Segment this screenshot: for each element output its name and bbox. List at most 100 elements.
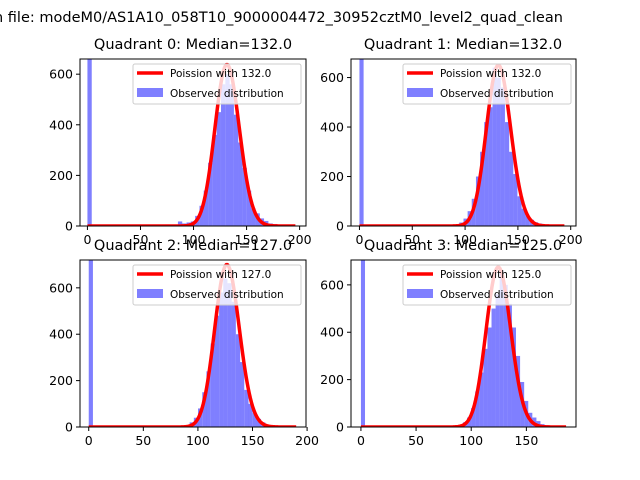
quadrant-2-xtick-label-100: 100 bbox=[186, 433, 210, 448]
quadrant-0-bar-11 bbox=[212, 134, 217, 226]
quadrant-3-bar-6 bbox=[479, 372, 484, 427]
quadrant-3-xtick-label-100: 100 bbox=[459, 433, 483, 448]
quadrant-1-legend-hist-label: Observed distribution bbox=[440, 88, 554, 100]
quadrant-1-poisson-line bbox=[358, 63, 566, 226]
quadrant-2-legend-poisson-label: Poission with 127.0 bbox=[170, 269, 271, 281]
quadrant-3-bar-11 bbox=[499, 270, 504, 427]
quadrant-2-axes: 0 50 100 150 200 0 200 400 600 bbox=[49, 259, 319, 448]
quadrant-1-bar-13 bbox=[505, 122, 510, 226]
quadrant-1-bar-16 bbox=[517, 196, 522, 226]
quadrant-2-bar-8 bbox=[210, 343, 215, 427]
quadrant-1-xtick-label-100: 100 bbox=[453, 232, 477, 247]
quadrant-2-ytick-label-400: 400 bbox=[49, 327, 73, 342]
quadrant-1-ytick-label-200: 200 bbox=[320, 169, 344, 184]
quadrant-3-legend-box bbox=[402, 264, 572, 306]
quadrant-1-xtick-label-0: 0 bbox=[355, 232, 363, 247]
quadrant-0-poisson-curve bbox=[86, 62, 297, 226]
quadrant-2-ytick-label-0: 0 bbox=[65, 420, 73, 435]
quadrant-2-xtick-label-0: 0 bbox=[85, 433, 93, 448]
quadrant-2-axes-frame bbox=[79, 259, 307, 428]
quadrant-1-bar-14 bbox=[509, 151, 514, 226]
quadrant-2-bar-7 bbox=[206, 371, 211, 427]
quadrant-0-xtick-label-0: 0 bbox=[83, 232, 91, 247]
quadrant-0-xtick-label-100: 100 bbox=[182, 232, 206, 247]
quadrant-2-bar-6 bbox=[202, 392, 207, 427]
quadrant-1-ytick-label-400: 400 bbox=[320, 120, 344, 135]
quadrant-3-bar-15 bbox=[516, 355, 521, 427]
quadrant-3-bar-9 bbox=[491, 308, 496, 427]
quadrant-0-ytick-label-200: 200 bbox=[49, 168, 73, 183]
quadrant-2-legend: Poission with 127.0 Observed distributio… bbox=[132, 264, 302, 306]
quadrant-0-ytick-label-0: 0 bbox=[65, 219, 73, 234]
quadrant-0-legend-hist-label: Observed distribution bbox=[170, 88, 284, 100]
quadrant-1-xtick-label-200: 200 bbox=[559, 232, 583, 247]
quadrant-2-legend-hist-label: Observed distribution bbox=[170, 289, 284, 301]
quadrant-0-ytick-label-600: 600 bbox=[49, 67, 73, 82]
quadrant-2-xtick-label-150: 150 bbox=[241, 433, 265, 448]
quadrant-1-legend-poisson-label: Poission with 132.0 bbox=[440, 68, 541, 80]
quadrant-2-bar-17 bbox=[248, 403, 253, 427]
quadrant-1-poisson-curve bbox=[358, 63, 566, 226]
quadrant-0-xtick-label-50: 50 bbox=[133, 232, 149, 247]
quadrant-2-bars bbox=[88, 260, 287, 427]
quadrant-1-bar-0 bbox=[359, 59, 364, 226]
quadrant-3-ytick-label-600: 600 bbox=[320, 277, 344, 292]
quadrant-0-legend-poisson-label: Poission with 132.0 bbox=[170, 68, 271, 80]
quadrant-3-xtick-label-0: 0 bbox=[357, 433, 365, 448]
quadrant-0-bar-19 bbox=[246, 190, 252, 226]
quadrant-2-title: Quadrant 2: Median=127.0 bbox=[94, 238, 292, 254]
quadrant-0-axes: 0 50 100 150 200 0 200 400 600 bbox=[49, 58, 312, 247]
quadrant-3-panel: Quadrant 3: Median=125.0 0 50 100 150 0 200 40… bbox=[320, 238, 577, 448]
quadrant-0-panel: Quadrant 0: Median=132.0 0 50 100 150 200 0 20… bbox=[49, 37, 311, 247]
quadrant-3-bar-0 bbox=[360, 260, 366, 427]
quadrant-3-legend-poisson-label: Poission with 125.0 bbox=[440, 269, 541, 281]
quadrant-1-legend-hist-swatch bbox=[407, 88, 433, 97]
quadrant-2-bar-11 bbox=[223, 278, 228, 427]
quadrant-3-xtick-label-150: 150 bbox=[514, 433, 538, 448]
quadrant-0-bar-15 bbox=[229, 84, 234, 226]
quadrant-1-ytick-label-0: 0 bbox=[336, 219, 344, 234]
quadrant-1-legend: Poission with 132.0 Observed distributio… bbox=[402, 63, 572, 105]
quadrant-1-bar-12 bbox=[500, 87, 505, 226]
quadrant-0-bar-16 bbox=[233, 114, 239, 226]
quadrant-1-xtick-label-50: 50 bbox=[404, 232, 420, 247]
quadrant-1-bar-10 bbox=[492, 67, 497, 226]
quadrant-1-panel: Quadrant 1: Median=132.0 0 50 100 150 200 0 20… bbox=[320, 37, 583, 247]
quadrant-0-xtick-label-150: 150 bbox=[235, 232, 259, 247]
quadrant-0-bar-18 bbox=[242, 167, 247, 226]
quadrant-0-bar-13 bbox=[221, 84, 226, 226]
quadrant-2-ytick-label-200: 200 bbox=[49, 373, 73, 388]
figure-suptitle: n file: modeM0/AS1A10_058T10_9000004472_… bbox=[0, 10, 563, 26]
quadrant-3-poisson-line bbox=[360, 265, 567, 427]
quadrant-2-bar-19 bbox=[256, 418, 262, 427]
quadrant-1-axes: 0 50 100 150 200 0 200 400 600 bbox=[320, 58, 583, 247]
quadrant-1-ytick-label-600: 600 bbox=[320, 70, 344, 85]
quadrant-2-xtick-label-50: 50 bbox=[135, 433, 151, 448]
quadrant-3-legend-hist-swatch bbox=[407, 289, 433, 298]
quadrant-2-xtick-label-200: 200 bbox=[295, 433, 319, 448]
quadrant-2-bar-12 bbox=[227, 283, 232, 427]
quadrant-1-xtick-label-150: 150 bbox=[506, 232, 530, 247]
quadrant-0-bar-17 bbox=[238, 142, 243, 226]
quadrant-2-poisson-line bbox=[88, 262, 297, 427]
quadrant-1-axes-frame bbox=[350, 58, 577, 227]
quadrant-3-bar-8 bbox=[487, 327, 492, 427]
quadrant-1-bar-8 bbox=[484, 122, 489, 226]
quadrant-0-bar-12 bbox=[216, 112, 221, 226]
quadrant-2-panel: Quadrant 2: Median=127.0 0 50 100 150 200 0 20… bbox=[49, 238, 319, 448]
quadrant-0-ytick-label-400: 400 bbox=[49, 117, 73, 132]
quadrant-0-xtick-label-200: 200 bbox=[288, 232, 312, 247]
quadrant-2-legend-hist-swatch bbox=[137, 289, 163, 298]
quadrant-2-bar-15 bbox=[240, 362, 245, 427]
quadrant-0-bar-20 bbox=[251, 208, 256, 226]
quadrant-1-bar-17 bbox=[521, 208, 526, 226]
quadrant-3-title: Quadrant 3: Median=125.0 bbox=[364, 238, 562, 254]
quadrant-3-legend-hist-label: Observed distribution bbox=[440, 289, 554, 301]
quadrant-3-bar-10 bbox=[495, 294, 500, 427]
quadrant-3-bar-12 bbox=[503, 284, 508, 427]
quadrant-2-legend-box bbox=[132, 264, 302, 306]
quadrant-3-bar-13 bbox=[507, 303, 512, 427]
quadrant-3-bar-4 bbox=[471, 408, 476, 427]
quadrant-3-legend: Poission with 125.0 Observed distributio… bbox=[402, 264, 572, 306]
